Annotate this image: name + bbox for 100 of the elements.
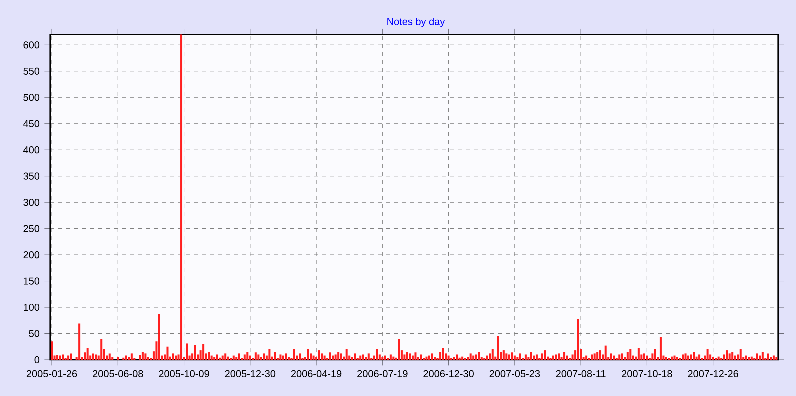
bar <box>299 354 302 360</box>
bar <box>263 354 266 360</box>
bar <box>475 354 478 360</box>
bar <box>564 352 566 360</box>
y-tick-label: 350 <box>24 172 40 180</box>
bar <box>594 354 596 360</box>
bar <box>139 355 142 360</box>
bar <box>558 354 560 360</box>
bar <box>530 352 532 360</box>
bar <box>688 356 690 360</box>
bar <box>420 354 422 360</box>
bar <box>144 354 147 360</box>
bar <box>670 356 673 360</box>
bar <box>142 352 144 360</box>
x-tick-label: 2007-08-11 <box>556 370 606 378</box>
bar <box>453 357 456 360</box>
bar <box>175 356 178 360</box>
bar <box>172 354 174 360</box>
bar <box>186 344 188 360</box>
bar <box>222 356 224 360</box>
y-tick-label: 400 <box>24 146 40 154</box>
bar <box>506 354 508 360</box>
bar <box>426 356 428 360</box>
bar <box>654 349 656 360</box>
bar <box>745 356 748 360</box>
bar <box>244 354 246 360</box>
bar <box>384 356 386 360</box>
bar <box>756 354 758 360</box>
x-tick-label: 2006-07-19 <box>358 370 408 378</box>
bar <box>762 352 764 360</box>
bar <box>434 357 436 360</box>
bar <box>772 356 775 360</box>
bar <box>776 357 778 360</box>
bar <box>566 356 568 360</box>
bar <box>376 349 378 360</box>
bar <box>472 356 475 360</box>
bar <box>368 354 370 360</box>
bar <box>208 352 210 360</box>
bar <box>665 357 668 360</box>
bar <box>238 354 240 360</box>
bar <box>382 357 384 360</box>
bar <box>92 354 94 360</box>
bar <box>682 354 684 360</box>
y-tick-label: 50 <box>29 330 40 338</box>
bar <box>117 357 120 360</box>
bar <box>112 357 114 360</box>
bar <box>260 357 262 360</box>
bar <box>398 339 400 360</box>
bar <box>293 349 296 360</box>
bar <box>332 356 334 360</box>
bar <box>492 349 494 360</box>
bar <box>428 356 431 360</box>
bar <box>728 354 731 360</box>
bar <box>194 345 196 360</box>
bar <box>516 357 519 360</box>
bar <box>392 356 395 360</box>
bar <box>555 354 558 360</box>
bar <box>740 349 742 360</box>
bar <box>362 354 364 360</box>
bar <box>86 348 89 360</box>
bar <box>723 354 726 360</box>
x-tick-label: 2005-06-08 <box>93 370 144 378</box>
bar <box>431 354 434 360</box>
bar <box>577 319 580 360</box>
bar <box>646 356 648 360</box>
bar <box>202 344 205 360</box>
y-tick-label: 450 <box>24 120 40 128</box>
bar <box>354 354 356 360</box>
bar <box>147 357 150 360</box>
bar <box>59 356 62 360</box>
bar <box>533 356 536 360</box>
bar <box>310 354 312 360</box>
bar <box>390 354 392 360</box>
bar <box>84 352 86 360</box>
bar <box>676 357 678 360</box>
bar <box>514 356 516 360</box>
y-tick-label: 150 <box>24 278 40 285</box>
bar <box>268 349 271 360</box>
bar <box>467 357 470 360</box>
bar <box>70 354 72 360</box>
bar <box>712 357 714 360</box>
bar <box>750 356 753 360</box>
bar <box>318 350 320 360</box>
bar <box>442 348 444 360</box>
bar <box>351 357 354 360</box>
bar <box>693 352 696 360</box>
bar <box>258 354 260 360</box>
y-tick-label: 250 <box>24 225 40 232</box>
x-tick-label: 2007-12-26 <box>688 370 738 378</box>
bar <box>690 354 692 360</box>
bar <box>158 314 160 360</box>
bar <box>210 356 213 360</box>
bar <box>130 354 133 360</box>
bar <box>180 34 183 360</box>
bar <box>489 354 492 360</box>
bar <box>414 352 417 360</box>
bar <box>338 352 340 360</box>
bar <box>282 356 284 360</box>
y-tick-label: 500 <box>24 94 40 102</box>
x-tick-label: 2005-10-09 <box>159 370 210 378</box>
